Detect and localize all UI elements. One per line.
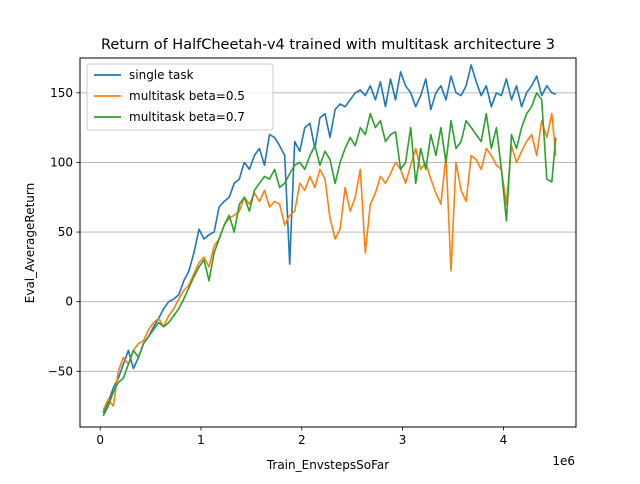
x-tick-label: 0 bbox=[96, 433, 104, 447]
x-axis-offset-label: 1e6 bbox=[552, 454, 575, 468]
legend-label: single task bbox=[129, 68, 194, 82]
x-tick-label: 2 bbox=[298, 433, 306, 447]
y-tick-label: 0 bbox=[65, 295, 73, 309]
series-line-single-task bbox=[102, 64, 557, 414]
x-tick-label: 3 bbox=[399, 433, 407, 447]
chart-title: Return of HalfCheetah-v4 trained with mu… bbox=[101, 37, 555, 53]
y-tick-label: −50 bbox=[48, 364, 73, 378]
grid-layer bbox=[80, 92, 576, 372]
plot-frame bbox=[79, 57, 577, 428]
y-axis-label: Eval_AverageReturn bbox=[23, 183, 37, 303]
legend-box bbox=[86, 63, 274, 131]
legend-label: multitask beta=0.5 bbox=[129, 89, 245, 103]
y-tick-label: 150 bbox=[50, 86, 73, 100]
x-tick-label: 1 bbox=[197, 433, 205, 447]
series-line-multitask-beta-0-7 bbox=[102, 92, 557, 417]
series-line-multitask-beta-0-5 bbox=[102, 112, 557, 411]
series-layer bbox=[102, 64, 557, 417]
y-tick-label: 100 bbox=[50, 155, 73, 169]
y-tick-label: 50 bbox=[58, 225, 73, 239]
x-tick-label: 4 bbox=[500, 433, 508, 447]
x-axis-label: Train_EnvstepsSoFar bbox=[266, 458, 389, 472]
legend: single task multitask beta=0.5 multitask b… bbox=[86, 63, 274, 131]
legend-label: multitask beta=0.7 bbox=[129, 110, 245, 124]
tick-layer: −50 0 50 100 150 0 1 2 3 4 bbox=[48, 86, 508, 447]
